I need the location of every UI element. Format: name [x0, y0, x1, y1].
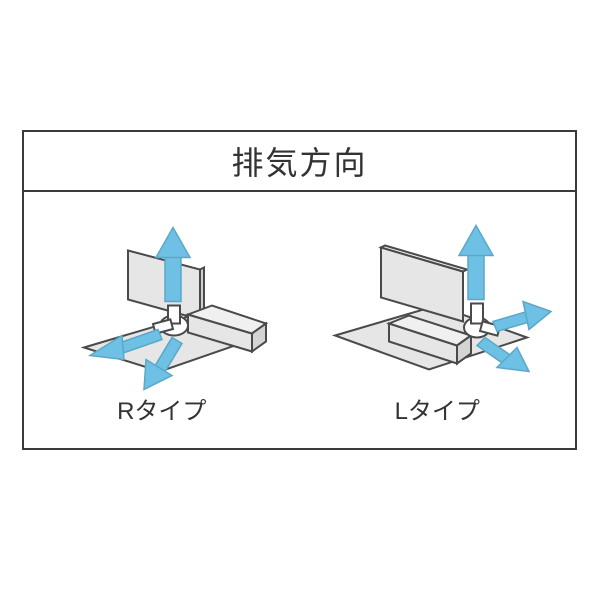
r-type-diagram — [42, 207, 282, 402]
page-root: 排気方向 — [0, 0, 600, 600]
back-wall — [128, 250, 200, 319]
r-type-caption: Rタイプ — [24, 391, 300, 426]
r-type-svg — [42, 207, 282, 397]
pipe-vertical — [471, 303, 483, 323]
l-type-svg — [317, 207, 557, 397]
header-bar: 排気方向 — [24, 132, 575, 192]
diagram-body: Rタイプ — [24, 192, 575, 448]
panel-r-type: Rタイプ — [24, 192, 300, 448]
header-title: 排気方向 — [231, 138, 367, 184]
arrow-up-icon — [459, 225, 493, 299]
l-type-diagram — [317, 207, 557, 402]
panel-l-type: Lタイプ — [300, 192, 576, 448]
l-type-caption: Lタイプ — [300, 391, 576, 426]
arrow-right-icon — [493, 301, 551, 331]
diagram-frame: 排気方向 — [22, 130, 577, 450]
